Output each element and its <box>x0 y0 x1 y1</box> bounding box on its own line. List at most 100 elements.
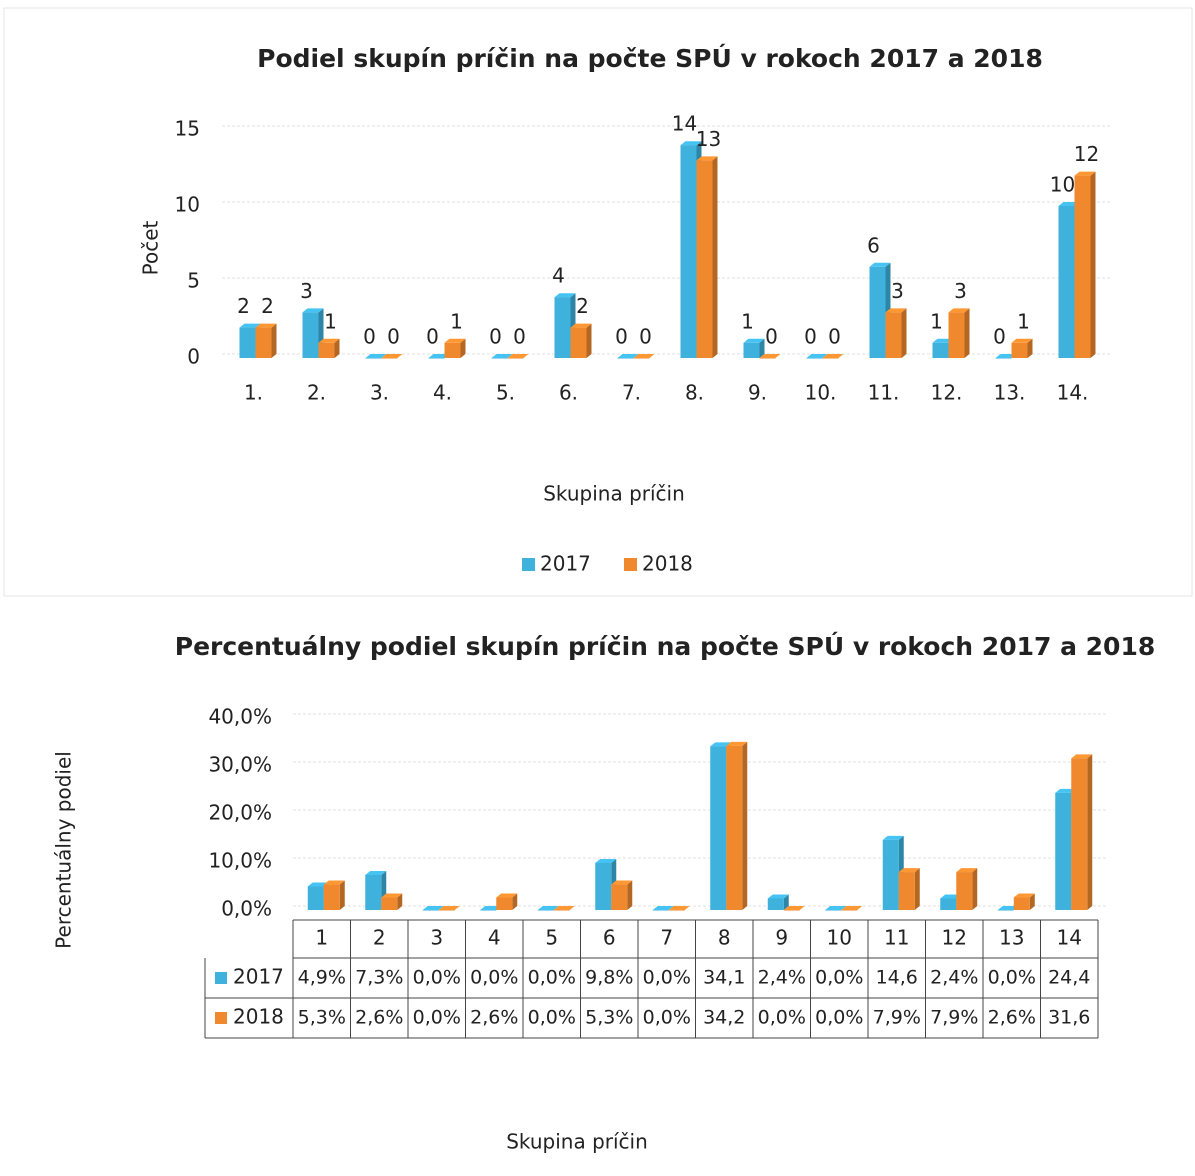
bar <box>255 327 272 358</box>
bar <box>1058 206 1075 358</box>
bar-top <box>1058 202 1080 206</box>
bar <box>995 358 1012 359</box>
bar <box>323 884 340 910</box>
bar <box>783 910 800 911</box>
bar <box>381 897 398 910</box>
x-tick-label: 3 <box>430 926 443 950</box>
data-label: 3 <box>300 279 313 303</box>
bar-top <box>365 354 387 358</box>
bar-side <box>460 338 466 358</box>
table-cell: 2,6% <box>988 1007 1036 1029</box>
bar <box>365 874 382 910</box>
bar-top <box>302 308 324 313</box>
bar-top <box>898 868 920 873</box>
bar <box>1055 792 1072 910</box>
table-cell: 2,4% <box>930 967 978 989</box>
data-label: 14 <box>672 112 697 136</box>
y-tick-label: 5 <box>187 269 200 293</box>
bar <box>956 872 973 910</box>
bar <box>438 910 455 911</box>
bar-top <box>318 338 340 343</box>
table-cell: 9,8% <box>585 967 633 989</box>
x-tick-label: 5. <box>496 381 515 405</box>
x-tick-label: 1 <box>315 926 328 950</box>
table-cell: 0,0% <box>643 1007 691 1029</box>
x-tick-label: 11. <box>868 381 900 405</box>
data-label: 6 <box>867 233 880 257</box>
bar-top <box>767 894 789 899</box>
legend-swatch <box>215 1012 227 1024</box>
bar <box>611 884 628 910</box>
bar <box>668 910 685 911</box>
bar <box>759 358 776 359</box>
bar-top <box>822 354 844 358</box>
table-cell: 0,0% <box>528 1007 576 1029</box>
bar-side <box>334 338 340 358</box>
bar-top <box>570 323 592 328</box>
data-label: 0 <box>828 325 841 349</box>
bar-top <box>554 293 576 298</box>
bar-top <box>381 893 403 898</box>
bar <box>825 910 842 911</box>
x-tick-label: 8. <box>685 381 704 405</box>
legend-label: 2017 <box>233 965 284 989</box>
x-tick-label: 4. <box>433 381 452 405</box>
bar-top <box>611 880 633 885</box>
table-cell: 0,0% <box>470 967 518 989</box>
bar <box>743 342 760 358</box>
chart-title: Percentuálny podiel skupín príčin na poč… <box>175 631 1155 661</box>
bar <box>948 312 965 358</box>
bar-side <box>512 893 518 910</box>
bar-top <box>617 354 639 358</box>
bar-top <box>726 741 748 746</box>
data-label: 0 <box>426 325 439 349</box>
bar <box>480 910 497 911</box>
bar-top <box>1074 171 1096 176</box>
bar <box>507 358 524 359</box>
bar-top <box>422 906 444 910</box>
bar-top <box>323 880 345 885</box>
bar-top <box>255 323 277 328</box>
bar <box>428 358 445 359</box>
x-tick-label: 8 <box>718 926 731 950</box>
bar <box>710 746 727 910</box>
data-label: 1 <box>450 309 463 333</box>
bar-top <box>869 262 891 267</box>
bar-side <box>339 880 345 910</box>
data-label: 1 <box>1017 309 1030 333</box>
data-label: 3 <box>891 279 904 303</box>
data-label: 0 <box>993 325 1006 349</box>
y-tick-label: 0,0% <box>221 897 272 921</box>
bar <box>696 160 713 358</box>
y-tick-label: 10,0% <box>208 849 272 873</box>
bar-top <box>1011 338 1033 343</box>
x-tick-label: 14 <box>1057 926 1082 950</box>
bar-side <box>742 741 748 910</box>
bar-top <box>932 338 954 343</box>
table-cell: 0,0% <box>815 1007 863 1029</box>
data-label: 0 <box>513 325 526 349</box>
data-label: 0 <box>387 325 400 349</box>
bar <box>595 862 612 910</box>
bar <box>806 358 823 359</box>
bar-side <box>586 323 592 358</box>
bar-top <box>507 354 529 358</box>
bar-side <box>1029 893 1035 910</box>
bar-top <box>997 906 1019 910</box>
x-tick-label: 3. <box>370 381 389 405</box>
bar <box>869 266 886 358</box>
table-cell: 0,0% <box>413 967 461 989</box>
y-tick-label: 30,0% <box>208 753 272 777</box>
bar <box>882 839 899 910</box>
bar-top <box>595 858 617 863</box>
x-tick-label: 14. <box>1057 381 1089 405</box>
bar <box>767 898 784 910</box>
bar <box>822 358 839 359</box>
bar-top <box>381 354 403 358</box>
x-tick-label: 6. <box>559 381 578 405</box>
table-cell: 5,3% <box>585 1007 633 1029</box>
bar-side <box>271 323 277 358</box>
bar <box>365 358 382 359</box>
table-cell: 0,0% <box>643 967 691 989</box>
